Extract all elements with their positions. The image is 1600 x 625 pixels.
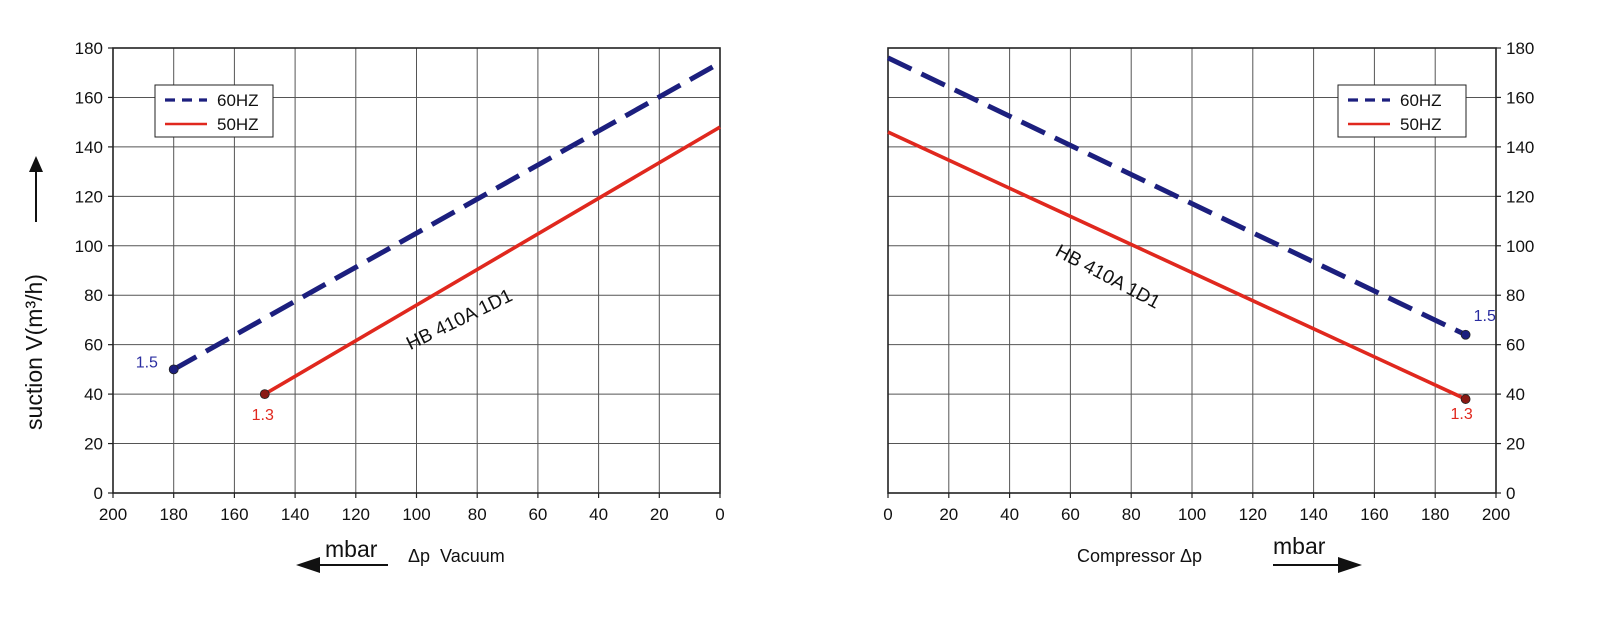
y-tick-label: 0 xyxy=(94,484,103,503)
y-tick-label: 180 xyxy=(75,39,103,58)
legend-label-50hz: 50HZ xyxy=(217,115,259,134)
y-tick-label: 0 xyxy=(1506,484,1515,503)
y-tick-label: 160 xyxy=(1506,88,1534,107)
x-tick-label: 40 xyxy=(589,505,608,524)
x-tick-label: 120 xyxy=(1239,505,1267,524)
vacuum-chart-panel: 200 180 160 140 120 100 80 60 40 20 00204060801001… xyxy=(75,39,725,524)
right-arrowhead xyxy=(1338,557,1362,573)
x-tick-label: 20 xyxy=(650,505,669,524)
compressor-axis-label: Compressor Δp xyxy=(1077,546,1202,566)
y-tick-label: 80 xyxy=(1506,286,1525,305)
legend-label-50hz: 50HZ xyxy=(1400,115,1442,134)
x-tick-label: 60 xyxy=(1061,505,1080,524)
y-tick-label: 60 xyxy=(84,336,103,355)
x-tick-label: 0 xyxy=(883,505,892,524)
charts-layer: 200 180 160 140 120 100 80 60 40 20 00204060801001… xyxy=(75,39,1535,524)
series-line-60hz xyxy=(172,60,722,372)
series-endpoint-60hz xyxy=(1460,329,1471,340)
compressor-x-caption: Compressor Δp mbar xyxy=(1077,533,1362,573)
x-tick-label: 20 xyxy=(939,505,958,524)
x-tick-label: 160 xyxy=(220,505,248,524)
legend-label-60hz: 60HZ xyxy=(217,91,259,110)
series-endpoint-50hz xyxy=(1460,394,1471,404)
x-tick-label: 160 xyxy=(1360,505,1388,524)
y-tick-label: 40 xyxy=(84,385,103,404)
x-tick-label: 80 xyxy=(1122,505,1141,524)
y-tick-label: 140 xyxy=(1506,138,1534,157)
x-tick-label: 180 xyxy=(160,505,188,524)
y-tick-label: 100 xyxy=(1506,237,1534,256)
x-tick-label: 0 xyxy=(715,505,724,524)
vacuum-x-caption: mbar Δp Vacuum xyxy=(296,536,505,573)
compressor-chart-panel: 0 20 40 60 80 100 120 140 160 180 200 0 20 40 60 80 100 1… xyxy=(883,39,1534,524)
x-tick-label: 140 xyxy=(281,505,309,524)
series-endpoint-60hz xyxy=(168,364,179,375)
series-end-label-50hz: 1.3 xyxy=(252,407,274,424)
y-tick-label: 140 xyxy=(75,138,103,157)
y-tick-label: 120 xyxy=(75,187,103,206)
series-endpoint-50hz xyxy=(259,389,270,400)
series-line-60hz xyxy=(886,55,1467,338)
legend-box xyxy=(1337,84,1467,138)
left-arrowhead xyxy=(296,557,320,573)
x-tick-label: 180 xyxy=(1421,505,1449,524)
y-axis-title: suction V(m³/h) xyxy=(21,274,47,430)
x-tick-label: 120 xyxy=(342,505,370,524)
x-tick-label: 140 xyxy=(1299,505,1327,524)
x-tick-label: 200 xyxy=(1482,505,1510,524)
y-axis-title-group: suction V(m³/h) xyxy=(21,156,47,430)
x-tick-label: 80 xyxy=(468,505,487,524)
y-tick-label: 20 xyxy=(1506,435,1525,454)
y-tick-label: 100 xyxy=(75,237,103,256)
vacuum-axis-label: Δp Vacuum xyxy=(408,546,505,566)
y-tick-label: 120 xyxy=(1506,187,1534,206)
y-tick-label: 160 xyxy=(75,88,103,107)
y-tick-label: 20 xyxy=(84,435,103,454)
series-end-label-60hz: 1.5 xyxy=(136,354,158,371)
x-tick-label: 100 xyxy=(1178,505,1206,524)
right-mbar-label: mbar xyxy=(1273,533,1326,559)
series-end-label-50hz: 1.3 xyxy=(1450,406,1472,423)
x-tick-label: 40 xyxy=(1000,505,1019,524)
y-tick-label: 80 xyxy=(84,286,103,305)
y-axis-up-arrowhead xyxy=(29,156,43,172)
series-line-50hz xyxy=(263,125,721,396)
legend-box xyxy=(154,84,274,138)
y-tick-label: 60 xyxy=(1506,336,1525,355)
y-tick-label: 180 xyxy=(1506,39,1534,58)
x-tick-label: 200 xyxy=(99,505,127,524)
series-line-50hz xyxy=(887,130,1467,401)
left-mbar-label: mbar xyxy=(325,536,378,562)
x-tick-label: 60 xyxy=(528,505,547,524)
x-tick-label: 100 xyxy=(402,505,430,524)
legend-label-60hz: 60HZ xyxy=(1400,91,1442,110)
series-end-label-60hz: 1.5 xyxy=(1474,308,1496,325)
y-tick-label: 40 xyxy=(1506,385,1525,404)
